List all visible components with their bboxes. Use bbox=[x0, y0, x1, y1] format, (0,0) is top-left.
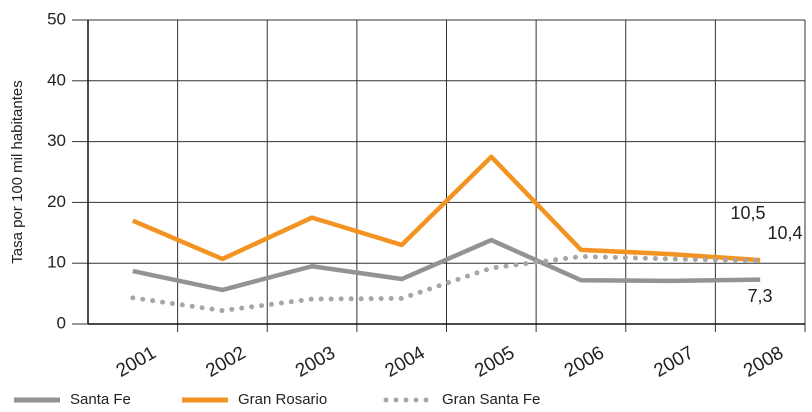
data-label: 10,4 bbox=[767, 223, 802, 243]
x-tick-label: 2008 bbox=[740, 342, 787, 381]
x-tick-label: 2007 bbox=[650, 342, 697, 381]
series-line bbox=[132, 237, 761, 293]
y-tick-label: 20 bbox=[47, 192, 66, 211]
legend-label: Gran Rosario bbox=[238, 391, 327, 408]
y-tick-label: 30 bbox=[47, 131, 66, 150]
y-tick-label: 40 bbox=[47, 70, 66, 89]
legend-label: Santa Fe bbox=[70, 391, 131, 408]
y-tick-label: 50 bbox=[47, 9, 66, 28]
legend-label: Gran Santa Fe bbox=[442, 391, 540, 408]
x-tick-label: 2001 bbox=[113, 342, 160, 381]
data-label: 10,5 bbox=[730, 203, 765, 223]
y-tick-label: 0 bbox=[57, 313, 66, 332]
x-tick-label: 2006 bbox=[561, 342, 608, 381]
data-label: 7,3 bbox=[747, 286, 772, 306]
x-tick-label: 2004 bbox=[382, 342, 429, 382]
series-line bbox=[131, 154, 761, 263]
x-tick-label: 2002 bbox=[202, 342, 249, 381]
y-axis-label: Tasa por 100 mil habitantes bbox=[9, 80, 26, 263]
y-tick-label: 10 bbox=[47, 253, 66, 272]
x-tick-label: 2003 bbox=[292, 342, 339, 381]
x-tick-label: 2005 bbox=[471, 342, 518, 381]
series-line bbox=[130, 254, 763, 314]
